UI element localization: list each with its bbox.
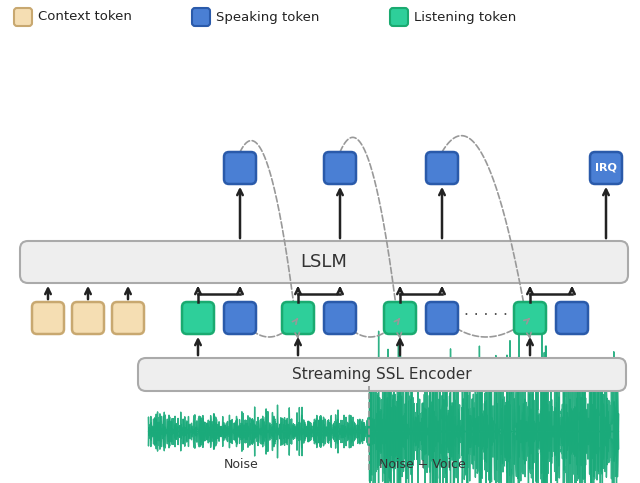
Text: IRQ: IRQ: [595, 163, 617, 173]
FancyBboxPatch shape: [72, 302, 104, 334]
FancyBboxPatch shape: [384, 302, 416, 334]
Text: Streaming SSL Encoder: Streaming SSL Encoder: [292, 367, 472, 382]
FancyBboxPatch shape: [32, 302, 64, 334]
FancyBboxPatch shape: [224, 152, 256, 184]
FancyBboxPatch shape: [182, 302, 214, 334]
FancyBboxPatch shape: [14, 8, 32, 26]
Text: Noise: Noise: [223, 458, 258, 471]
Text: · · · · ·: · · · · ·: [464, 309, 508, 324]
FancyBboxPatch shape: [426, 152, 458, 184]
FancyBboxPatch shape: [426, 302, 458, 334]
FancyBboxPatch shape: [282, 302, 314, 334]
FancyBboxPatch shape: [192, 8, 210, 26]
FancyBboxPatch shape: [224, 302, 256, 334]
FancyBboxPatch shape: [324, 152, 356, 184]
FancyBboxPatch shape: [112, 302, 144, 334]
FancyBboxPatch shape: [138, 358, 626, 391]
FancyBboxPatch shape: [514, 302, 546, 334]
FancyBboxPatch shape: [590, 152, 622, 184]
Text: Context token: Context token: [38, 11, 132, 24]
FancyBboxPatch shape: [556, 302, 588, 334]
Text: Speaking token: Speaking token: [216, 11, 319, 24]
FancyBboxPatch shape: [324, 302, 356, 334]
Text: Noise + Voice: Noise + Voice: [379, 458, 466, 471]
FancyBboxPatch shape: [20, 241, 628, 283]
Text: LSLM: LSLM: [301, 253, 348, 271]
Text: Listening token: Listening token: [414, 11, 516, 24]
FancyBboxPatch shape: [390, 8, 408, 26]
